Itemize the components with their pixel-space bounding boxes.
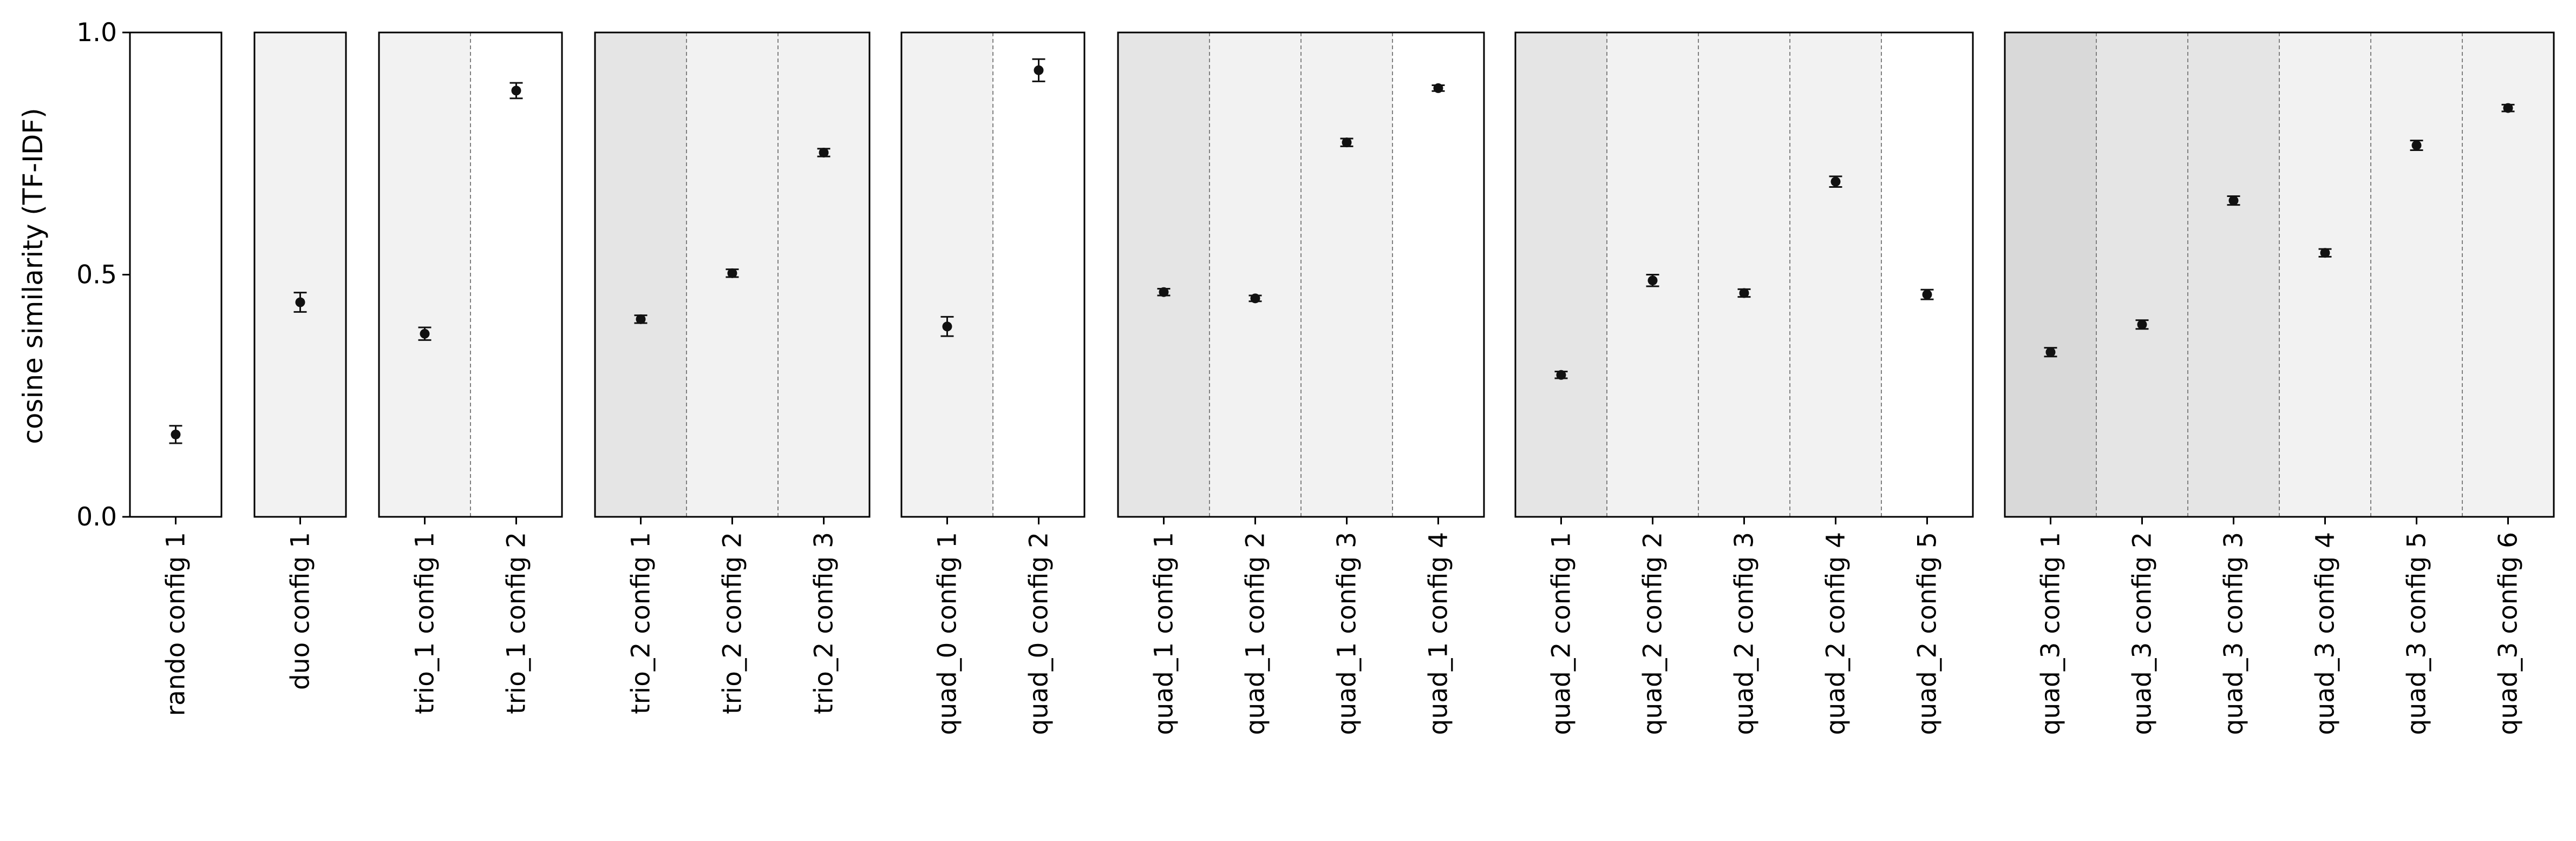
- data-point: [2137, 319, 2147, 330]
- band-background: [1301, 32, 1392, 517]
- data-point: [1922, 290, 1932, 300]
- band-background: [1209, 32, 1301, 517]
- band-background: [993, 32, 1084, 517]
- band-background: [379, 32, 470, 517]
- x-tick-label: quad_3 config 4: [2311, 532, 2340, 735]
- x-tick-label: quad_3 config 6: [2494, 532, 2523, 735]
- x-tick-label: trio_1 config 2: [502, 532, 532, 714]
- x-tick-label: quad_2 config 1: [1547, 532, 1577, 735]
- x-tick-label: quad_3 config 2: [2128, 532, 2157, 735]
- x-tick-label: quad_3 config 5: [2402, 532, 2432, 735]
- band-background: [1698, 32, 1790, 517]
- y-tick-label: 1.0: [76, 18, 117, 48]
- panel-duo: duo config 1: [253, 31, 347, 690]
- panel-trio_2: trio_2 config 1 trio_2 config 2 trio_2 con…: [594, 31, 871, 714]
- y-tick-label: 0.0: [76, 502, 117, 532]
- data-point: [2503, 103, 2513, 113]
- panel-frame: [1117, 31, 1485, 518]
- panel-frame: [378, 31, 563, 518]
- panel-trio_1: trio_1 config 1 trio_1 config 2: [378, 31, 563, 714]
- data-point: [1739, 288, 1749, 298]
- data-point: [511, 86, 521, 96]
- x-tick-label: quad_0 config 1: [933, 532, 963, 735]
- panel-quad_0: quad_0 config 1 quad_0 config 2: [900, 31, 1086, 735]
- data-point: [636, 314, 646, 324]
- band-background: [1790, 32, 1881, 517]
- data-point: [1433, 83, 1443, 93]
- y-tick-label: 0.5: [76, 260, 117, 290]
- chart-panels: rando config 1 duo config 1 trio_1 config …: [129, 31, 2555, 735]
- data-point: [2320, 248, 2330, 258]
- band-background: [1881, 32, 1973, 517]
- data-point: [1556, 370, 1566, 380]
- band-background: [254, 32, 346, 517]
- panel-quad_1: quad_1 config 1 quad_1 config 2 quad_1 con…: [1117, 31, 1485, 735]
- band-background: [2371, 32, 2462, 517]
- panel-rando: rando config 1: [129, 31, 223, 716]
- x-tick-label: quad_1 config 3: [1332, 532, 1362, 735]
- band-background: [2462, 32, 2554, 517]
- panel-quad_2: quad_2 config 1 quad_2 config 2 quad_2 con…: [1514, 31, 1974, 735]
- data-point: [1830, 176, 1841, 187]
- data-point: [420, 328, 430, 339]
- x-tick-label: quad_3 config 1: [2036, 532, 2066, 735]
- x-tick-label: quad_2 config 3: [1730, 532, 1760, 735]
- x-tick-label: quad_2 config 5: [1913, 532, 1943, 735]
- band-background: [2005, 32, 2096, 517]
- x-tick-label: trio_1 config 1: [410, 532, 440, 714]
- band-background: [2279, 32, 2371, 517]
- y-axis-label: cosine similarity (TF-IDF): [17, 108, 49, 444]
- band-background: [470, 32, 562, 517]
- panel-frame: [900, 31, 1086, 518]
- x-tick-label: quad_1 config 1: [1149, 532, 1179, 735]
- band-background: [2188, 32, 2279, 517]
- data-point: [2045, 347, 2056, 357]
- data-point: [819, 147, 829, 157]
- band-background: [778, 32, 869, 517]
- data-point: [2228, 195, 2239, 206]
- x-tick-label: quad_1 config 4: [1424, 532, 1454, 735]
- band-background: [1118, 32, 1209, 517]
- x-tick-label: duo config 1: [286, 532, 316, 690]
- band-background: [130, 32, 221, 517]
- data-point: [1159, 287, 1169, 297]
- data-point: [1034, 65, 1044, 75]
- data-point: [171, 429, 181, 439]
- panel-frame: [2004, 31, 2555, 518]
- panel-quad_3: quad_3 config 1 quad_3 config 2 quad_3 con…: [2004, 31, 2555, 735]
- data-point: [1342, 137, 1352, 148]
- data-point: [1647, 275, 1658, 286]
- x-tick-label: trio_2 config 3: [809, 532, 839, 714]
- band-background: [2096, 32, 2188, 517]
- x-tick-label: trio_2 config 2: [718, 532, 748, 714]
- band-background: [1515, 32, 1607, 517]
- x-tick-label: quad_1 config 2: [1241, 532, 1271, 735]
- x-tick-label: quad_0 config 2: [1024, 532, 1054, 735]
- data-point: [295, 297, 305, 307]
- x-tick-label: rando config 1: [161, 532, 191, 716]
- data-point: [942, 321, 952, 332]
- data-point: [2411, 140, 2422, 150]
- band-background: [595, 32, 687, 517]
- x-tick-label: quad_2 config 2: [1638, 532, 1668, 735]
- x-tick-label: quad_3 config 3: [2219, 532, 2249, 735]
- data-point: [727, 268, 737, 278]
- x-tick-label: trio_2 config 1: [626, 532, 656, 714]
- data-point: [1250, 293, 1260, 304]
- band-background: [901, 32, 993, 517]
- x-tick-label: quad_2 config 4: [1821, 532, 1851, 735]
- y-axis: 0.0 0.5 1.0: [76, 18, 130, 532]
- band-background: [1392, 32, 1484, 517]
